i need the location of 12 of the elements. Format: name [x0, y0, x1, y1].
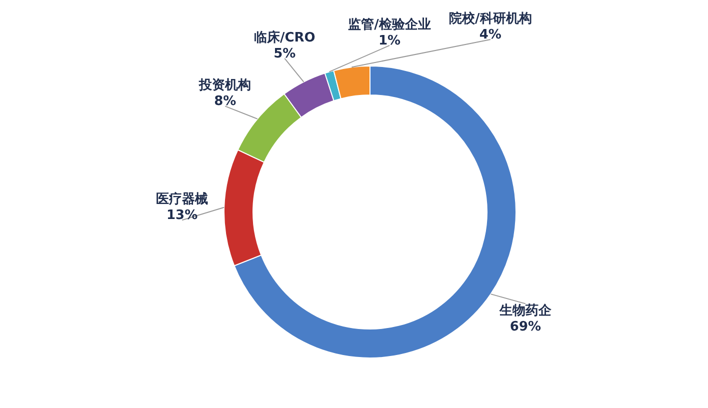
- data-label: 8%: [214, 94, 236, 110]
- slice-label: 监管/检验企业: [348, 17, 431, 32]
- slice-label: 临床/CRO: [254, 29, 316, 46]
- slice-label: 医疗器械: [156, 191, 208, 208]
- slice-label: 生物药企: [498, 302, 552, 319]
- data-label: 5%: [274, 46, 296, 62]
- data-label: 69%: [510, 320, 542, 335]
- slice-label: 投资机构: [198, 78, 252, 94]
- data-label: 13%: [166, 208, 198, 224]
- data-label: 4%: [479, 27, 502, 42]
- slice-label: 院校/科研机构: [449, 10, 532, 26]
- data-label: 1%: [378, 33, 401, 48]
